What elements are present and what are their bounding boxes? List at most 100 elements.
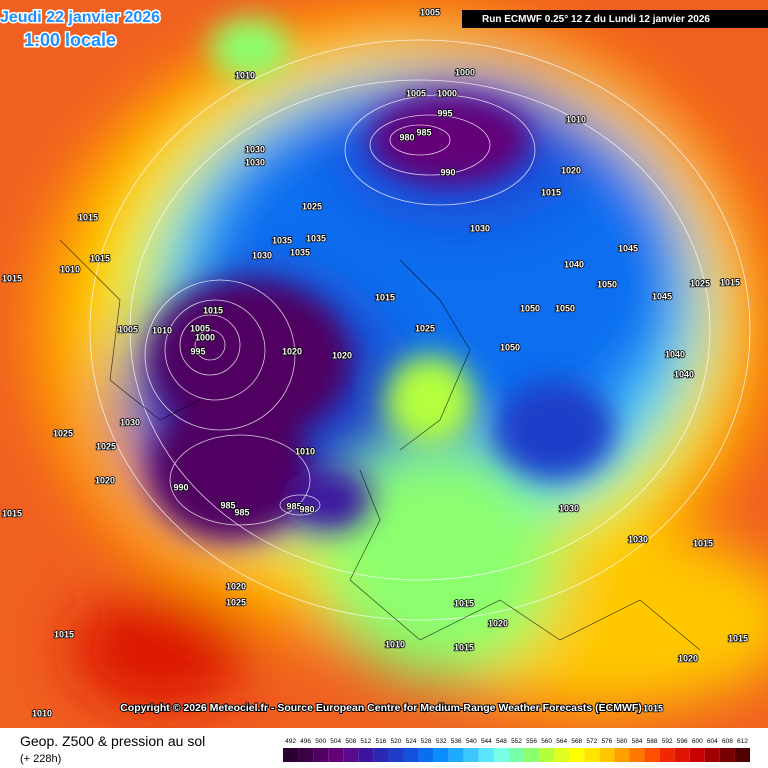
pressure-label: 1015 xyxy=(203,305,223,315)
pressure-label: 1040 xyxy=(564,259,584,269)
colorbar-swatch xyxy=(614,748,630,762)
pressure-label: 1020 xyxy=(332,350,352,360)
pressure-label: 1020 xyxy=(282,346,302,356)
pressure-label: 1015 xyxy=(454,642,474,652)
colorbar-label: 544 xyxy=(481,738,492,745)
pressure-label: 1030 xyxy=(245,144,265,154)
pressure-label: 985 xyxy=(234,507,249,517)
colorbar-label: 556 xyxy=(526,738,537,745)
pressure-label: 1025 xyxy=(690,278,710,288)
pressure-label: 1050 xyxy=(500,342,520,352)
colorbar-label: 496 xyxy=(300,738,311,745)
colorbar-label: 540 xyxy=(466,738,477,745)
colorbar: 492 496 500 504 508 512 516 520 524 528 532 536 540 5… xyxy=(283,738,750,762)
run-info: Run ECMWF 0.25° 12 Z du Lundi 12 janvier… xyxy=(482,14,710,25)
colorbar-label: 548 xyxy=(496,738,507,745)
pressure-label: 1030 xyxy=(470,223,490,233)
pressure-label: 1010 xyxy=(152,325,172,335)
colorbar-label: 528 xyxy=(421,738,432,745)
pressure-label: 1030 xyxy=(120,417,140,427)
pressure-label: 1000 xyxy=(437,88,457,98)
colorbar-swatch xyxy=(448,748,464,762)
pressure-label: 1045 xyxy=(618,243,638,253)
colorbar-label: 576 xyxy=(601,738,612,745)
colorbar-label: 552 xyxy=(511,738,522,745)
pressure-label: 1005 xyxy=(118,324,138,334)
pressure-label: 1040 xyxy=(665,349,685,359)
pressure-label: 1000 xyxy=(455,67,475,77)
colorbar-swatch xyxy=(599,748,615,762)
colorbar-swatch xyxy=(433,748,449,762)
pressure-label: 1045 xyxy=(652,291,672,301)
colorbar-swatch xyxy=(554,748,570,762)
field xyxy=(0,0,768,728)
pressure-label: 1050 xyxy=(520,303,540,313)
colorbar-swatch xyxy=(283,748,299,762)
pressure-label: 985 xyxy=(286,501,301,511)
pressure-label: 1030 xyxy=(559,503,579,513)
pressure-label: 1005 xyxy=(420,7,440,17)
colorbar-swatch xyxy=(689,748,705,762)
colorbar-swatch xyxy=(644,748,660,762)
colorbar-swatch xyxy=(524,748,540,762)
pressure-label: 1015 xyxy=(78,212,98,222)
pressure-label: 1010 xyxy=(60,264,80,274)
pressure-label: 1025 xyxy=(96,441,116,451)
colorbar-swatch xyxy=(373,748,389,762)
colorbar-label: 596 xyxy=(677,738,688,745)
pressure-label: 1010 xyxy=(32,708,52,718)
pressure-label: 1015 xyxy=(375,292,395,302)
colorbar-label: 536 xyxy=(451,738,462,745)
pressure-label: 1015 xyxy=(54,629,74,639)
pressure-label: 1040 xyxy=(674,369,694,379)
colorbar-swatch xyxy=(539,748,555,762)
colorbar-label: 580 xyxy=(617,738,628,745)
pressure-label: 1015 xyxy=(90,253,110,263)
run-box xyxy=(462,10,768,28)
pressure-label: 985 xyxy=(416,127,431,137)
colorbar-swatch xyxy=(659,748,675,762)
colorbar-label: 604 xyxy=(707,738,718,745)
pressure-label: 985 xyxy=(220,500,235,510)
pressure-label: 1020 xyxy=(95,475,115,485)
pressure-label: 1010 xyxy=(566,114,586,124)
pressure-label: 1010 xyxy=(385,639,405,649)
colorbar-swatch xyxy=(704,748,720,762)
pressure-label: 1020 xyxy=(561,165,581,175)
colorbar-swatch xyxy=(493,748,509,762)
time: 1:00 locale xyxy=(24,30,116,50)
footer-title: Geop. Z500 & pression au sol xyxy=(20,733,205,749)
pressure-label: 1020 xyxy=(226,581,246,591)
colorbar-label: 532 xyxy=(436,738,447,745)
copyright: Copyright © 2026 Meteociel.fr - Source E… xyxy=(120,702,642,714)
colorbar-swatch xyxy=(478,748,494,762)
colorbar-swatch xyxy=(313,748,329,762)
pressure-label: 1025 xyxy=(226,597,246,607)
colorbar-label: 508 xyxy=(345,738,356,745)
pressure-label: 1050 xyxy=(555,303,575,313)
pressure-label: 1035 xyxy=(272,235,292,245)
colorbar-label: 500 xyxy=(315,738,326,745)
colorbar-swatch xyxy=(584,748,600,762)
colorbar-label: 524 xyxy=(406,738,417,745)
colorbar-label: 560 xyxy=(541,738,552,745)
colorbar-label: 520 xyxy=(391,738,402,745)
pressure-label: 1015 xyxy=(643,703,663,713)
colorbar-swatch xyxy=(388,748,404,762)
pressure-label: 1015 xyxy=(720,277,740,287)
colorbar-swatch xyxy=(463,748,479,762)
colorbar-label: 584 xyxy=(632,738,643,745)
colorbar-label: 568 xyxy=(571,738,582,745)
pressure-label: 1015 xyxy=(2,508,22,518)
pressure-label: 1025 xyxy=(415,323,435,333)
pressure-label: 1035 xyxy=(290,247,310,257)
footer-subtitle: (+ 228h) xyxy=(20,753,61,765)
pressure-label: 980 xyxy=(299,504,314,514)
pressure-label: 1030 xyxy=(252,250,272,260)
pressure-label: 1025 xyxy=(302,201,322,211)
pressure-label: 995 xyxy=(190,346,205,356)
colorbar-label: 504 xyxy=(330,738,341,745)
pressure-label: 1000 xyxy=(195,332,215,342)
pressure-label: 1010 xyxy=(235,70,255,80)
